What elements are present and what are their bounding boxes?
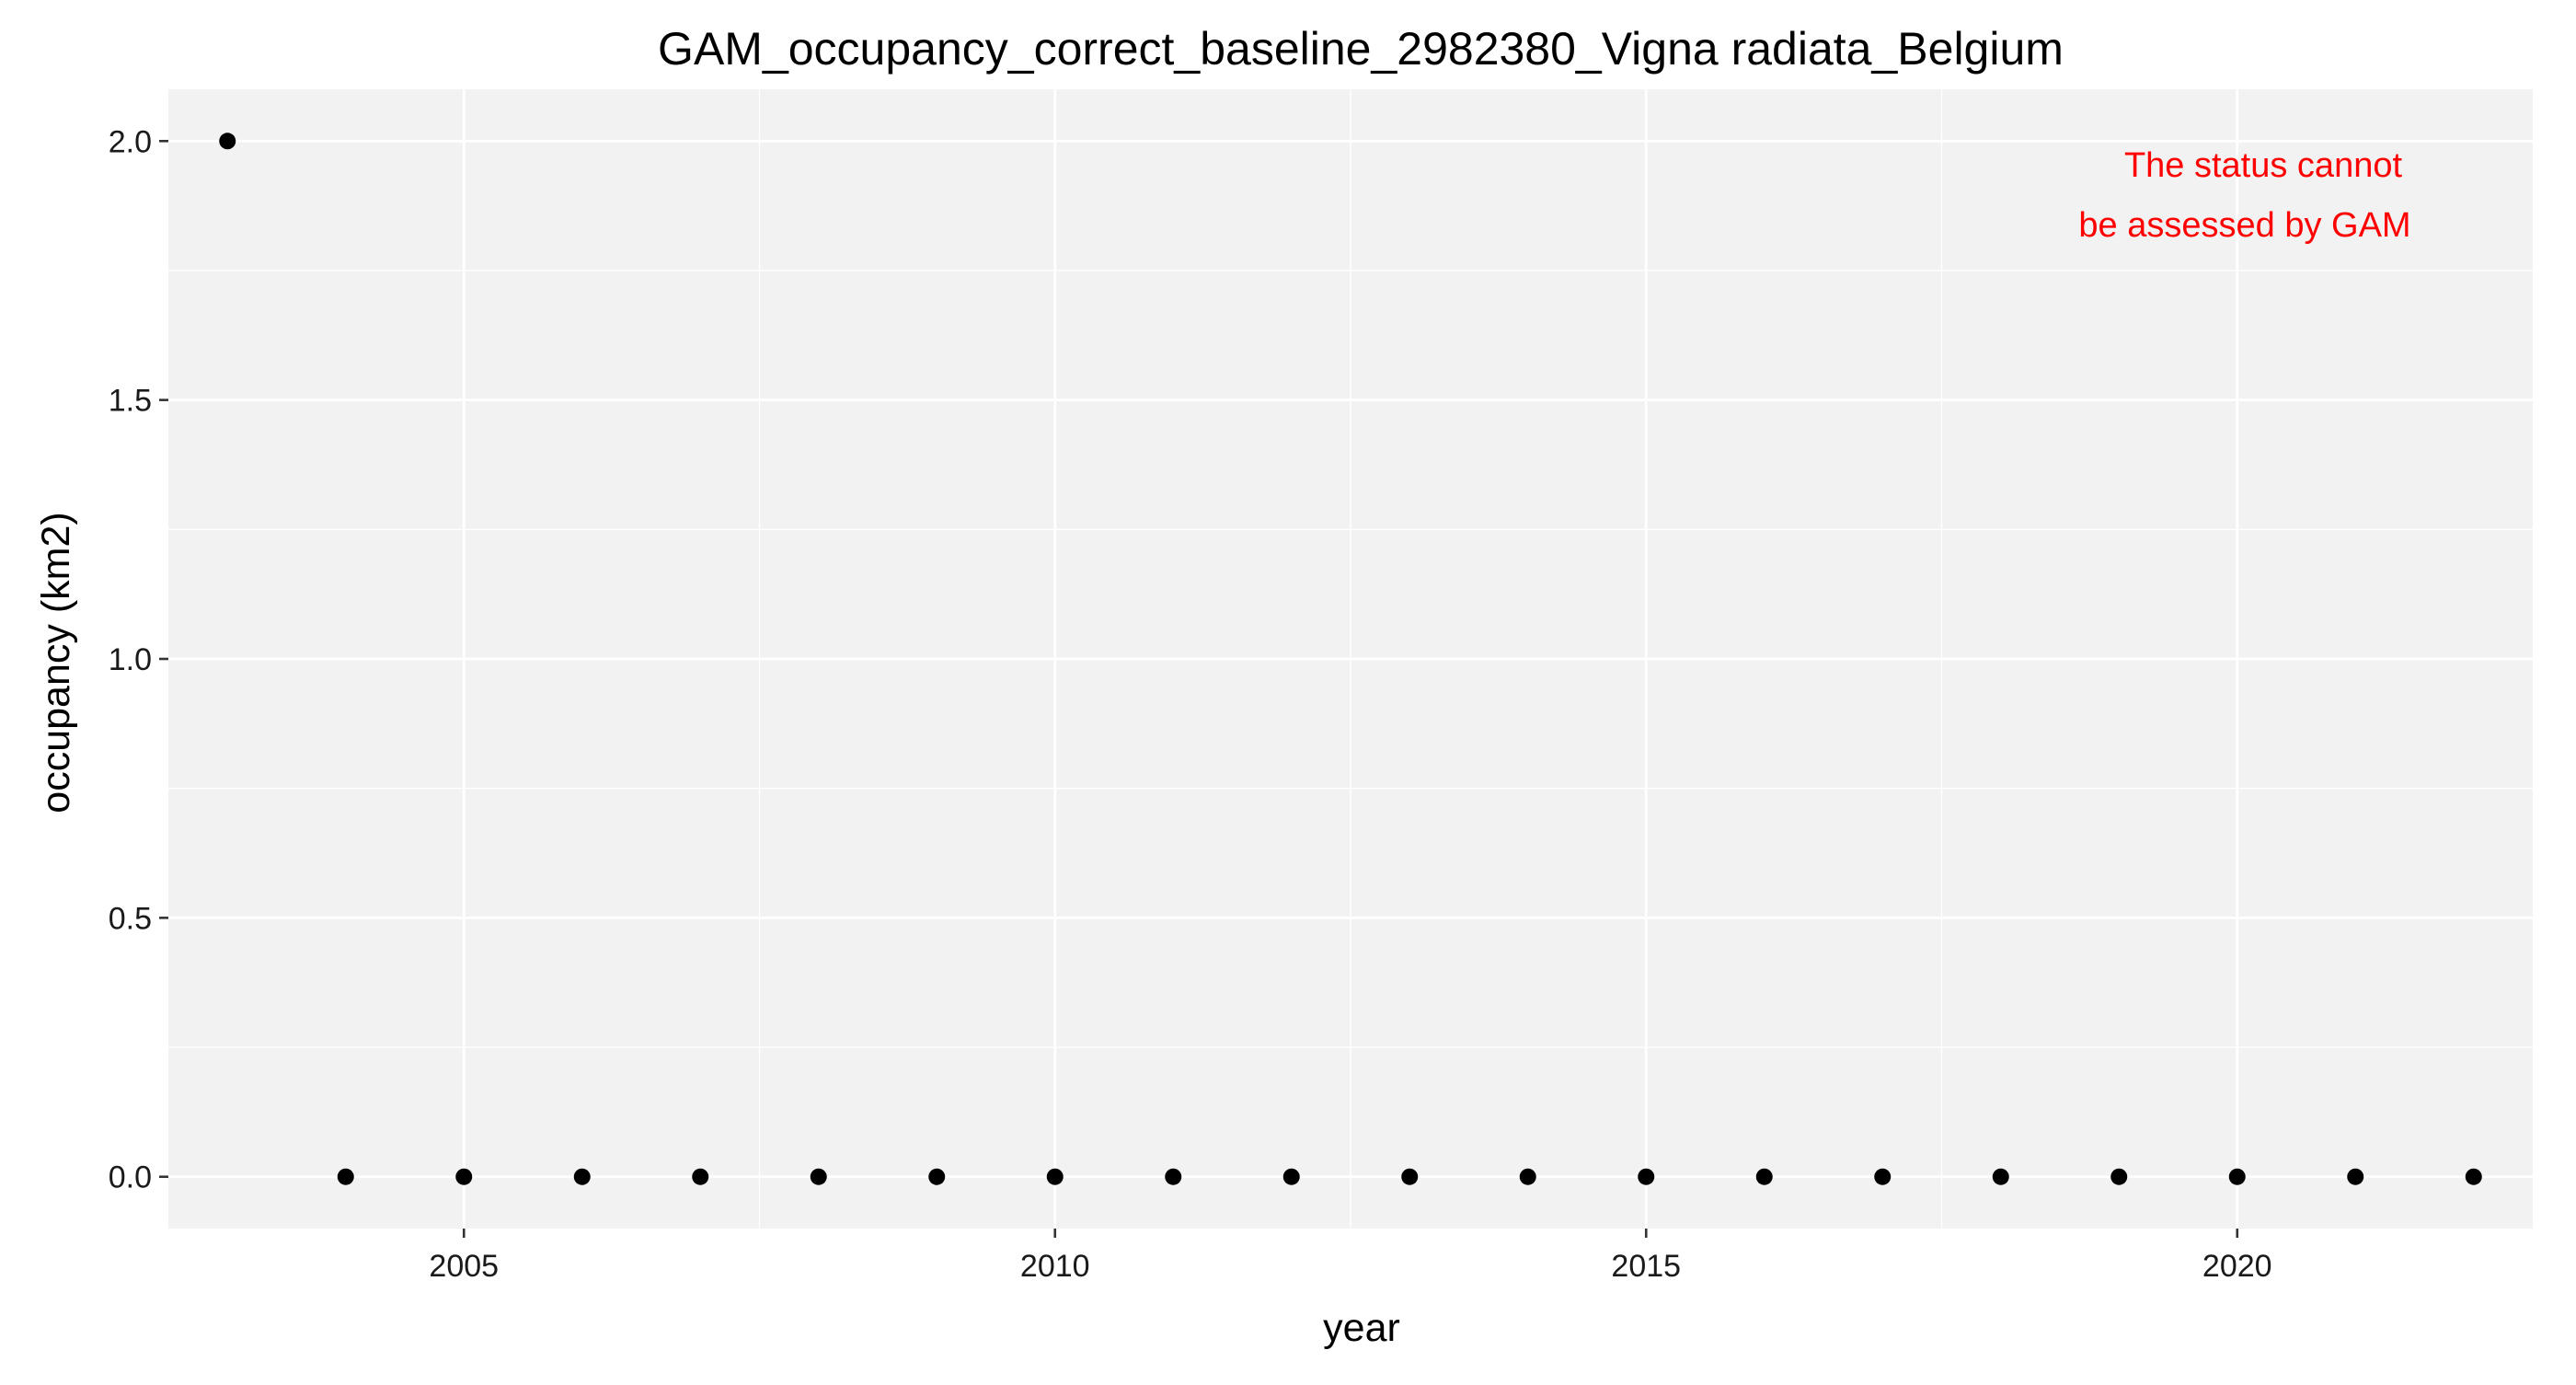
data-point [692, 1168, 709, 1185]
data-point [1755, 1168, 1773, 1185]
annotation-line-2: be assessed by GAM [2078, 206, 2410, 245]
data-point [1992, 1168, 2009, 1185]
chart-title: GAM_occupancy_correct_baseline_2982380_V… [658, 23, 2064, 75]
y-tick-label: 0.0 [109, 1160, 152, 1195]
y-tick-label: 0.5 [109, 901, 152, 936]
x-tick-label: 2005 [429, 1249, 499, 1284]
data-points [219, 133, 2482, 1185]
y-axis-title: occupancy (km2) [34, 512, 78, 813]
data-point [337, 1168, 354, 1185]
data-point [2347, 1168, 2364, 1185]
data-point [1638, 1168, 1655, 1185]
data-point [810, 1168, 827, 1185]
y-tick-label: 1.0 [109, 642, 152, 677]
data-point [573, 1168, 591, 1185]
data-point [1874, 1168, 1892, 1185]
data-point [1282, 1168, 1300, 1185]
y-axis: 0.0 0.5 1.0 1.5 2.0 [109, 124, 168, 1195]
data-point [1401, 1168, 1419, 1185]
y-tick-label: 1.5 [109, 384, 152, 419]
data-point [455, 1168, 473, 1185]
x-axis-title: year [1323, 1306, 1400, 1350]
x-tick-label: 2010 [1020, 1249, 1090, 1284]
annotation-line-1: The status cannot [2124, 146, 2403, 185]
x-tick-label: 2015 [1611, 1249, 1681, 1284]
data-point [2110, 1168, 2128, 1185]
data-point [1046, 1168, 1064, 1185]
x-tick-label: 2020 [2202, 1249, 2272, 1284]
data-point [1165, 1168, 1182, 1185]
data-point [1519, 1168, 1536, 1185]
x-axis: 2005 2010 2015 2020 [429, 1229, 2272, 1284]
grid-major [168, 89, 2533, 1229]
data-point [2228, 1168, 2246, 1185]
y-tick-label: 2.0 [109, 124, 152, 159]
status-annotation: The status cannot be assessed by GAM [2078, 146, 2410, 245]
data-point [928, 1168, 946, 1185]
data-point [2465, 1168, 2482, 1185]
data-point [219, 133, 236, 150]
